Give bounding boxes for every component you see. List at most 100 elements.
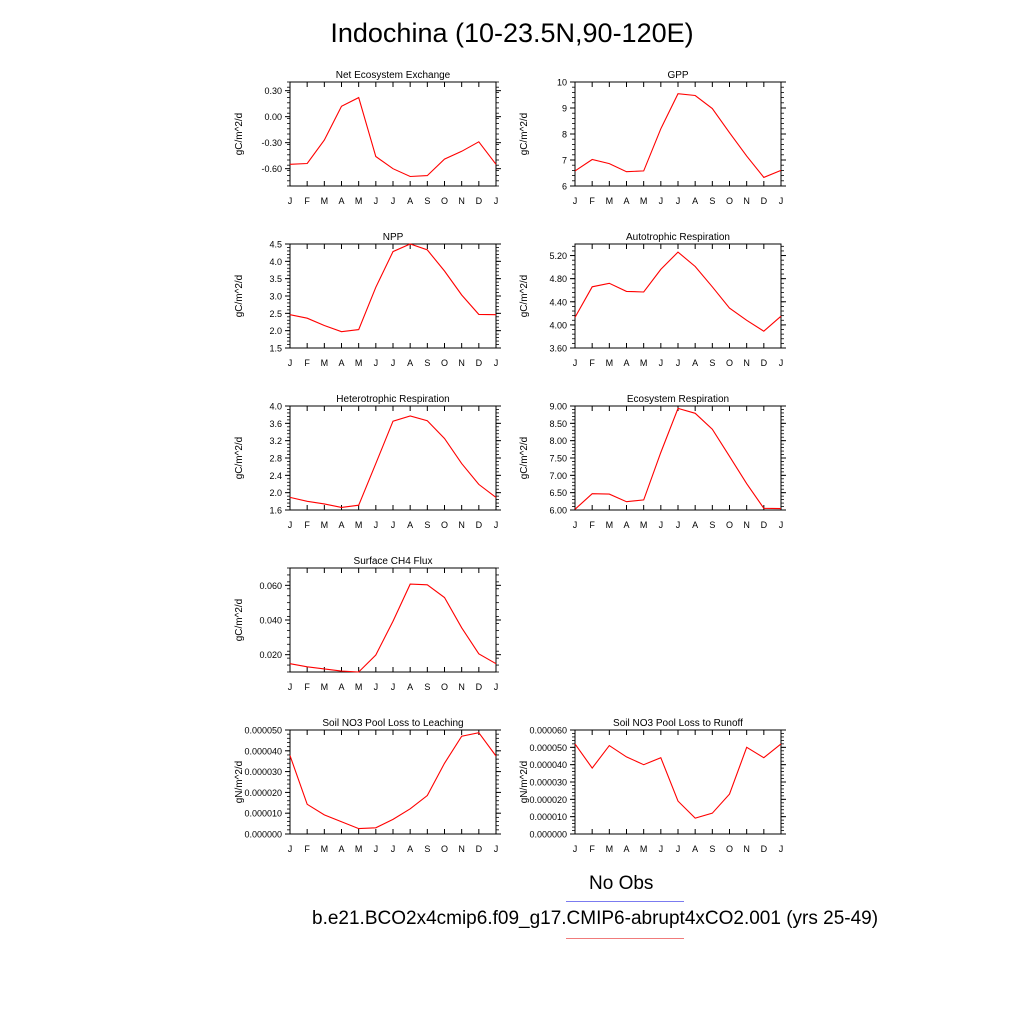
x-tick-label: J: [494, 358, 499, 368]
x-tick-label: D: [761, 520, 768, 530]
x-tick-label: J: [659, 358, 664, 368]
x-tick-label: N: [743, 358, 750, 368]
x-tick-label: J: [374, 844, 379, 854]
y-tick-label: 8.00: [549, 436, 567, 446]
x-tick-label: A: [692, 196, 698, 206]
y-tick-label: 1.6: [269, 506, 282, 516]
series-line: [574, 407, 782, 510]
x-tick-label: F: [304, 682, 310, 692]
x-tick-label: S: [424, 520, 430, 530]
y-tick-label: 0.000000: [244, 830, 282, 840]
y-tick-label: 3.6: [269, 419, 282, 429]
plot-frame: [289, 81, 497, 187]
y-axis-label: gN/m^2/d: [234, 761, 245, 804]
y-tick-label: 0.020: [259, 650, 282, 660]
x-tick-label: M: [606, 358, 614, 368]
x-tick-label: A: [623, 196, 629, 206]
x-tick-label: A: [623, 358, 629, 368]
x-tick-label: M: [321, 682, 329, 692]
x-tick-label: F: [304, 844, 310, 854]
plot-frame: [574, 243, 782, 349]
x-tick-label: J: [676, 358, 681, 368]
chart-panel-7: Soil NO3 Pool Loss to Leaching gN/m^2/d J F…: [234, 718, 501, 854]
x-tick-label: J: [779, 844, 784, 854]
y-axis-label: gC/m^2/d: [234, 113, 245, 156]
x-tick-label: F: [589, 520, 595, 530]
y-tick-label: 6.00: [549, 506, 567, 516]
y-tick-label: 0.000030: [244, 767, 282, 777]
y-tick-label: 0.000040: [529, 760, 567, 770]
y-tick-label: 2.5: [269, 309, 282, 319]
x-tick-label: D: [476, 196, 483, 206]
y-tick-label: 0.000020: [244, 788, 282, 798]
x-tick-label: J: [391, 682, 396, 692]
chart-title: Soil NO3 Pool Loss to Runoff: [613, 718, 743, 729]
x-tick-label: M: [321, 844, 329, 854]
x-tick-label: J: [573, 358, 578, 368]
series-line: [574, 743, 782, 819]
x-tick-label: N: [458, 196, 465, 206]
y-tick-label: 0.000050: [244, 726, 282, 736]
x-tick-label: J: [779, 196, 784, 206]
x-tick-label: J: [374, 682, 379, 692]
series-line: [289, 415, 497, 508]
x-tick-label: O: [441, 682, 448, 692]
x-tick-label: N: [458, 520, 465, 530]
x-tick-label: J: [573, 196, 578, 206]
y-axis-label: gC/m^2/d: [519, 113, 530, 156]
x-tick-label: F: [589, 196, 595, 206]
y-axis-label: gC/m^2/d: [234, 599, 245, 642]
y-tick-label: 0.040: [259, 616, 282, 626]
x-tick-label: D: [476, 844, 483, 854]
y-tick-label: 2.4: [269, 471, 282, 481]
x-tick-label: A: [338, 844, 344, 854]
y-axis-label: gC/m^2/d: [234, 437, 245, 480]
x-tick-label: J: [391, 844, 396, 854]
y-tick-label: 2.8: [269, 454, 282, 464]
x-tick-label: J: [288, 682, 293, 692]
x-tick-label: N: [458, 844, 465, 854]
x-tick-label: O: [726, 844, 733, 854]
x-tick-label: O: [441, 520, 448, 530]
x-tick-label: S: [709, 358, 715, 368]
x-tick-label: M: [640, 196, 648, 206]
x-tick-label: J: [288, 196, 293, 206]
x-tick-label: J: [573, 520, 578, 530]
x-tick-label: M: [355, 520, 363, 530]
y-tick-label: 0.30: [264, 86, 282, 96]
y-tick-label: 9: [562, 104, 567, 114]
x-tick-label: O: [441, 844, 448, 854]
x-tick-label: J: [374, 196, 379, 206]
x-tick-label: J: [573, 844, 578, 854]
x-tick-label: A: [338, 196, 344, 206]
x-tick-label: M: [640, 520, 648, 530]
x-tick-label: M: [355, 682, 363, 692]
y-tick-label: 4.00: [549, 320, 567, 330]
y-tick-label: 0.000010: [529, 812, 567, 822]
legend-obs-line: [566, 901, 684, 902]
y-tick-label: 2.0: [269, 488, 282, 498]
x-tick-label: F: [304, 196, 310, 206]
x-tick-label: J: [374, 358, 379, 368]
series-line: [289, 243, 497, 333]
chart-title: Autotrophic Respiration: [626, 232, 730, 243]
series-line: [574, 93, 782, 179]
x-tick-label: O: [726, 358, 733, 368]
x-tick-label: M: [606, 196, 614, 206]
y-tick-label: 6.50: [549, 488, 567, 498]
x-tick-label: J: [779, 520, 784, 530]
x-tick-label: S: [424, 196, 430, 206]
page-title: Indochina (10-23.5N,90-120E): [330, 18, 694, 48]
y-tick-label: 3.5: [269, 274, 282, 284]
x-tick-label: M: [355, 844, 363, 854]
y-tick-label: 0.000040: [244, 746, 282, 756]
x-tick-label: S: [709, 520, 715, 530]
y-tick-label: 0.000030: [529, 778, 567, 788]
series-line: [289, 583, 497, 673]
y-tick-label: 8.50: [549, 419, 567, 429]
series-line: [289, 732, 497, 830]
x-tick-label: N: [458, 682, 465, 692]
x-tick-label: A: [338, 520, 344, 530]
y-tick-label: 1.5: [269, 344, 282, 354]
